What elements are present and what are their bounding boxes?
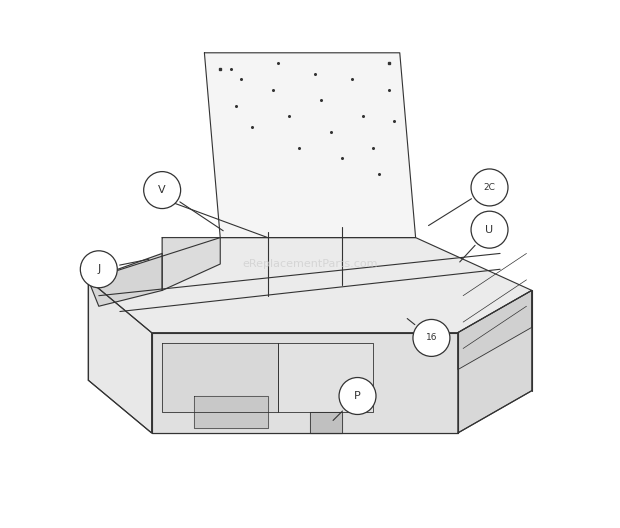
Polygon shape — [278, 343, 373, 412]
Text: U: U — [485, 225, 494, 234]
Polygon shape — [458, 290, 532, 370]
Polygon shape — [88, 238, 532, 333]
Polygon shape — [162, 238, 220, 290]
Circle shape — [471, 211, 508, 248]
Text: 2C: 2C — [484, 183, 495, 192]
Polygon shape — [310, 412, 342, 433]
Text: P: P — [354, 391, 361, 401]
Polygon shape — [205, 53, 415, 238]
Circle shape — [471, 169, 508, 206]
Text: V: V — [158, 185, 166, 195]
Circle shape — [144, 172, 180, 209]
Polygon shape — [88, 253, 162, 306]
Circle shape — [413, 319, 450, 356]
Polygon shape — [162, 343, 278, 412]
Text: 16: 16 — [426, 333, 437, 343]
Polygon shape — [88, 280, 152, 433]
Text: eReplacementParts.com: eReplacementParts.com — [242, 259, 378, 269]
Text: J: J — [97, 265, 100, 274]
Circle shape — [339, 378, 376, 414]
Polygon shape — [152, 333, 458, 433]
Polygon shape — [194, 396, 268, 428]
Circle shape — [81, 251, 117, 288]
Polygon shape — [458, 290, 532, 433]
